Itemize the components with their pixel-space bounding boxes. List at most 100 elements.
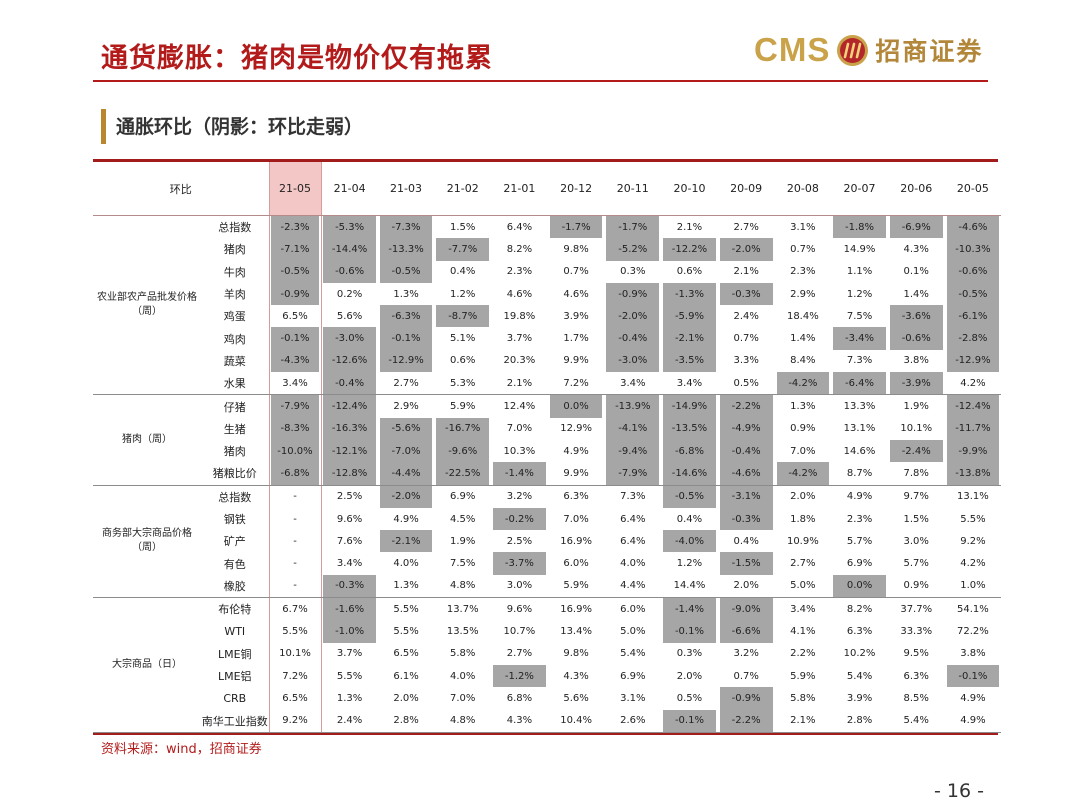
value-cell: 0.3% — [676, 648, 703, 660]
value-cell: 2.1% — [491, 372, 548, 396]
table-row: CRB 6.5% 1.3% 2.0% 7.0% 6.8% 5.6% 3.1% 0.5% -0.9%… — [93, 687, 1058, 710]
table-header-row: 环比 21-05 21-04 21-03 21-02 21-01 20-12 20-11 20… — [93, 162, 1058, 216]
value-cell: -0.5% — [268, 260, 322, 283]
cms-logo: CMS 招商证券 — [754, 30, 983, 70]
value-cell: 4.8% — [434, 574, 492, 599]
value-cell: 1.5% — [903, 513, 929, 525]
value-cell: - — [268, 574, 322, 599]
value-cell: -9.9% — [945, 439, 1002, 463]
value-cell: 6.9% — [450, 491, 476, 503]
value-cell: 2.6% — [604, 709, 662, 733]
value-cell: -4.6% — [717, 462, 775, 486]
value-cell: 1.2% — [676, 558, 703, 570]
value-cell: 10.9% — [786, 535, 819, 547]
value-cell: 37.7% — [900, 603, 933, 615]
value-cell: 7.6% — [336, 535, 363, 547]
value-cell: 6.0% — [563, 558, 589, 570]
subtitle-accent-bar — [101, 109, 106, 144]
value-cell: 2.3% — [790, 266, 816, 278]
value-cell: 3.7% — [506, 333, 533, 345]
indicator-label: LME铜 — [217, 647, 252, 661]
table-row: 水果 3.4% -0.4% 2.7% 5.3% 2.1% 7.2% 3.4% 3.4% 0.5% -… — [93, 372, 1058, 396]
value-cell: 3.0% — [903, 535, 929, 547]
category-label: 商务部大宗商品价格（周） — [93, 485, 201, 599]
indicator-label: 钢铁 — [223, 513, 246, 526]
value-cell: 6.3% — [563, 491, 589, 503]
value-cell: -5.2% — [604, 238, 661, 261]
value-cell: 6.0% — [620, 603, 646, 615]
value-cell: 1.9% — [903, 401, 929, 413]
value-cell: 13.1% — [957, 491, 989, 503]
value-cell: -0.1% — [661, 620, 718, 643]
value-cell: 2.7% — [790, 558, 816, 570]
value-cell: -0.9% — [604, 282, 661, 306]
value-cell: 1.5% — [450, 221, 476, 233]
table-row: 鸡蛋 6.5% 5.6% -6.3% -8.7% 19.8% 3.9% -2.0% -5.9% 2… — [93, 305, 1058, 328]
category-label: 农业部农产品批发价格（周） — [93, 215, 201, 396]
value-cell: 0.0% — [831, 574, 888, 599]
indicator-label: 矿产 — [223, 535, 246, 549]
indicator-label: 有色 — [223, 557, 246, 571]
value-cell: 4.2% — [944, 372, 1002, 396]
value-cell: 4.9% — [393, 513, 419, 525]
value-cell: 0.7% — [733, 670, 759, 682]
value-cell: 1.4% — [903, 288, 929, 300]
value-cell: 4.4% — [604, 574, 662, 599]
table-row: WTI 5.5% -1.0% 5.5% 13.5% 10.7% 13.4% 5.0% -0.1%… — [93, 620, 1058, 643]
value-cell: -2.2% — [717, 709, 775, 733]
indicator-label: 鸡肉 — [223, 332, 246, 346]
value-cell: 12.9% — [560, 423, 592, 435]
value-cell: 13.3% — [843, 401, 876, 413]
value-cell: 13.1% — [843, 423, 876, 435]
value-cell: 0.9% — [790, 423, 816, 435]
value-cell: -13.9% — [604, 394, 661, 418]
value-cell: -6.6% — [718, 620, 775, 643]
column-header: 20-09 — [717, 162, 775, 216]
value-cell: 0.6% — [450, 355, 476, 367]
value-cell: -8.7% — [434, 305, 491, 328]
value-cell: -7.7% — [434, 238, 491, 261]
value-cell: -2.2% — [718, 394, 775, 418]
logo-cn-text: 招商证券 — [875, 37, 984, 66]
indicator-label: 羊肉 — [223, 288, 246, 302]
value-cell: 5.5% — [393, 625, 419, 637]
value-cell: -7.0% — [378, 439, 435, 463]
value-cell: 2.0% — [717, 574, 775, 599]
value-cell: 4.9% — [960, 692, 986, 704]
category-label: 猪肉（周） — [93, 394, 201, 486]
value-cell: 2.3% — [846, 513, 873, 525]
value-cell: 6.9% — [846, 558, 873, 570]
value-cell: -0.6% — [321, 260, 378, 283]
value-cell: -10.3% — [945, 238, 1002, 261]
value-cell: 3.1% — [620, 692, 646, 704]
column-header: 20-07 — [831, 162, 888, 216]
indicator-label: 鸡蛋 — [223, 310, 246, 324]
value-cell: 4.0% — [620, 558, 646, 570]
value-cell: -6.3% — [378, 305, 435, 328]
value-cell: 1.3% — [393, 288, 419, 300]
value-cell: 4.3% — [563, 670, 589, 682]
value-cell: 6.5% — [393, 648, 419, 660]
value-cell: -6.9% — [888, 215, 945, 239]
value-cell: -12.9% — [945, 349, 1002, 373]
inflation-table-container: 环比 21-05 21-04 21-03 21-02 21-01 20-12 20-11 20… — [93, 159, 1002, 735]
column-header: 20-10 — [661, 162, 718, 216]
value-cell: -12.6% — [321, 349, 378, 373]
value-cell: -12.4% — [945, 394, 1002, 418]
table-row: 大宗商品（日） 布伦特 6.7% -1.6% 5.5% 13.7% 9.6% 16.9% 6.0… — [93, 597, 1058, 733]
value-cell: 0.7% — [790, 243, 816, 255]
value-cell: 9.6% — [506, 603, 533, 615]
value-cell: 7.2% — [547, 372, 605, 396]
column-header: 20-11 — [604, 162, 662, 216]
table-row: 羊肉 -0.9% 0.2% 1.3% 1.2% 4.6% 4.6% -0.9% -1.3% -0.… — [93, 282, 1058, 306]
value-cell: -0.3% — [321, 574, 378, 599]
indicator-label: LME铝 — [217, 670, 252, 684]
value-cell: 6.5% — [268, 687, 322, 710]
value-cell: 19.8% — [503, 310, 536, 322]
corner-label: 环比 — [93, 162, 269, 216]
value-cell: -0.9% — [718, 687, 775, 710]
value-cell: 2.1% — [676, 221, 703, 233]
value-cell: 7.0% — [450, 692, 476, 704]
value-cell: -3.5% — [661, 349, 718, 373]
value-cell: 7.0% — [790, 445, 816, 457]
